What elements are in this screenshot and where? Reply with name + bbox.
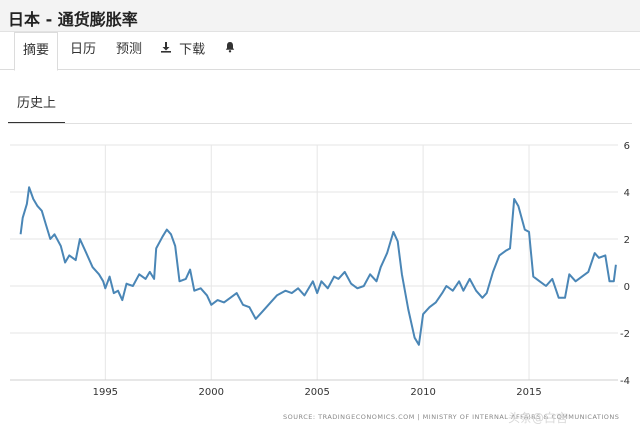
tab-history-label: 历史上	[16, 96, 56, 111]
tab-forecast[interactable]: 预测	[108, 32, 150, 70]
y-tick-label: -2	[620, 329, 630, 340]
tab-calendar[interactable]: 日历	[62, 32, 104, 70]
tab-download-label: 下载	[179, 42, 206, 58]
y-tick-label: 0	[624, 282, 630, 293]
tab-calendar-label: 日历	[70, 42, 97, 57]
tab-summary-label: 摘要	[23, 43, 50, 58]
x-tick-label: 1995	[93, 387, 118, 398]
x-tick-label: 2015	[516, 387, 541, 398]
inflation-chart: 6 4 2 0 -2 -4 1995 2000 2005 2010 2015	[0, 125, 640, 429]
x-tick-label: 2005	[304, 387, 329, 398]
y-tick-label: 6	[624, 141, 630, 152]
x-tick-label: 2000	[199, 387, 224, 398]
source-note: SOURCE: TRADINGECONOMICS.COM | MINISTRY …	[283, 413, 620, 421]
series-line	[19, 186, 617, 346]
x-tick-label: 2010	[410, 387, 435, 398]
y-tick-label: 2	[624, 235, 630, 246]
download-icon	[160, 32, 172, 68]
title-bar: 日本 - 通货膨胀率	[0, 0, 640, 32]
tab-download[interactable]: 下载	[152, 32, 213, 70]
y-tick-label: 4	[624, 188, 630, 199]
page-title: 日本 - 通货膨胀率	[8, 10, 138, 29]
tab-bar: 摘要 日历 预测 下载	[0, 32, 640, 71]
watermark: 头条@白言	[508, 411, 569, 425]
tab-alerts[interactable]	[216, 32, 247, 70]
bell-icon	[224, 32, 236, 68]
chart-svg: 6 4 2 0 -2 -4 1995 2000 2005 2010 2015	[10, 141, 630, 398]
divider	[8, 123, 632, 124]
tab-forecast-label: 预测	[116, 42, 143, 57]
tab-history[interactable]: 历史上	[8, 90, 65, 124]
y-tick-label: -4	[620, 376, 630, 387]
tab-summary[interactable]: 摘要	[14, 32, 59, 71]
